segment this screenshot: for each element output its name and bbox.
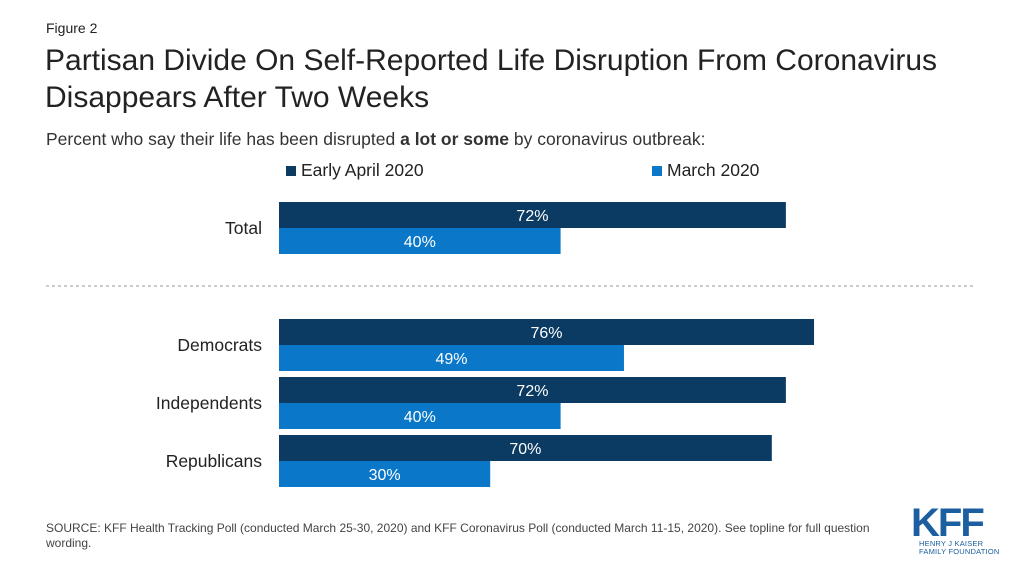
bar-chart: Total 72% 40% Democrats 76% 49% Independents 72… bbox=[46, 202, 975, 487]
legend-item-march: March 2020 bbox=[652, 160, 759, 181]
bar-democrats-march bbox=[279, 345, 624, 371]
category-label-republicans: Republicans bbox=[166, 451, 263, 471]
chart-title: Partisan Divide On Self-Reported Life Di… bbox=[45, 44, 938, 114]
subtitle-text-before: Percent who say their life has been disr… bbox=[46, 129, 401, 149]
legend-label-early-april: Early April 2020 bbox=[301, 160, 424, 180]
source-note: SOURCE: KFF Health Tracking Poll (conduc… bbox=[46, 521, 870, 550]
data-label-republicans-early-april: 70% bbox=[509, 441, 541, 458]
subtitle-text-after: by coronavirus outbreak: bbox=[509, 129, 706, 149]
data-label-democrats-early-april: 76% bbox=[531, 325, 563, 342]
data-label-independents-early-april: 72% bbox=[516, 383, 548, 400]
logo-sub-line-2: FAMILY FOUNDATION bbox=[919, 547, 1000, 556]
data-label-democrats-march: 49% bbox=[435, 351, 467, 368]
bar-independents-early-april bbox=[279, 377, 786, 403]
legend-item-early-april: Early April 2020 bbox=[286, 160, 424, 181]
category-label-democrats: Democrats bbox=[177, 335, 262, 355]
legend-swatch-march bbox=[652, 165, 662, 176]
data-label-independents-march: 40% bbox=[404, 409, 436, 426]
category-label-total: Total bbox=[225, 218, 262, 238]
bar-republicans-early-april bbox=[279, 435, 772, 461]
bar-total-early-april bbox=[279, 202, 786, 228]
bar-total-march bbox=[279, 228, 561, 254]
chart-legend: Early April 2020 March 2020 bbox=[0, 160, 1024, 184]
category-label-independents: Independents bbox=[156, 393, 262, 413]
legend-label-march: March 2020 bbox=[667, 160, 760, 180]
data-label-republicans-march: 30% bbox=[369, 467, 401, 484]
data-label-total-march: 40% bbox=[404, 234, 436, 251]
chart-subtitle: Percent who say their life has been disr… bbox=[46, 129, 706, 150]
bar-independents-march bbox=[279, 403, 561, 429]
legend-swatch-early-april bbox=[286, 165, 296, 176]
subtitle-text-bold: a lot or some bbox=[400, 129, 510, 149]
figure-label: Figure 2 bbox=[46, 20, 98, 36]
logo-main-text: KFF bbox=[911, 501, 985, 545]
logo-sub-line-1: HENRY J KAISER bbox=[919, 539, 984, 548]
bar-democrats-early-april bbox=[279, 319, 815, 345]
kff-logo: KFF HENRY J KAISER FAMILY FOUNDATION bbox=[905, 501, 1005, 562]
data-label-total-early-april: 72% bbox=[516, 208, 548, 225]
bar-republicans-march bbox=[279, 461, 491, 487]
